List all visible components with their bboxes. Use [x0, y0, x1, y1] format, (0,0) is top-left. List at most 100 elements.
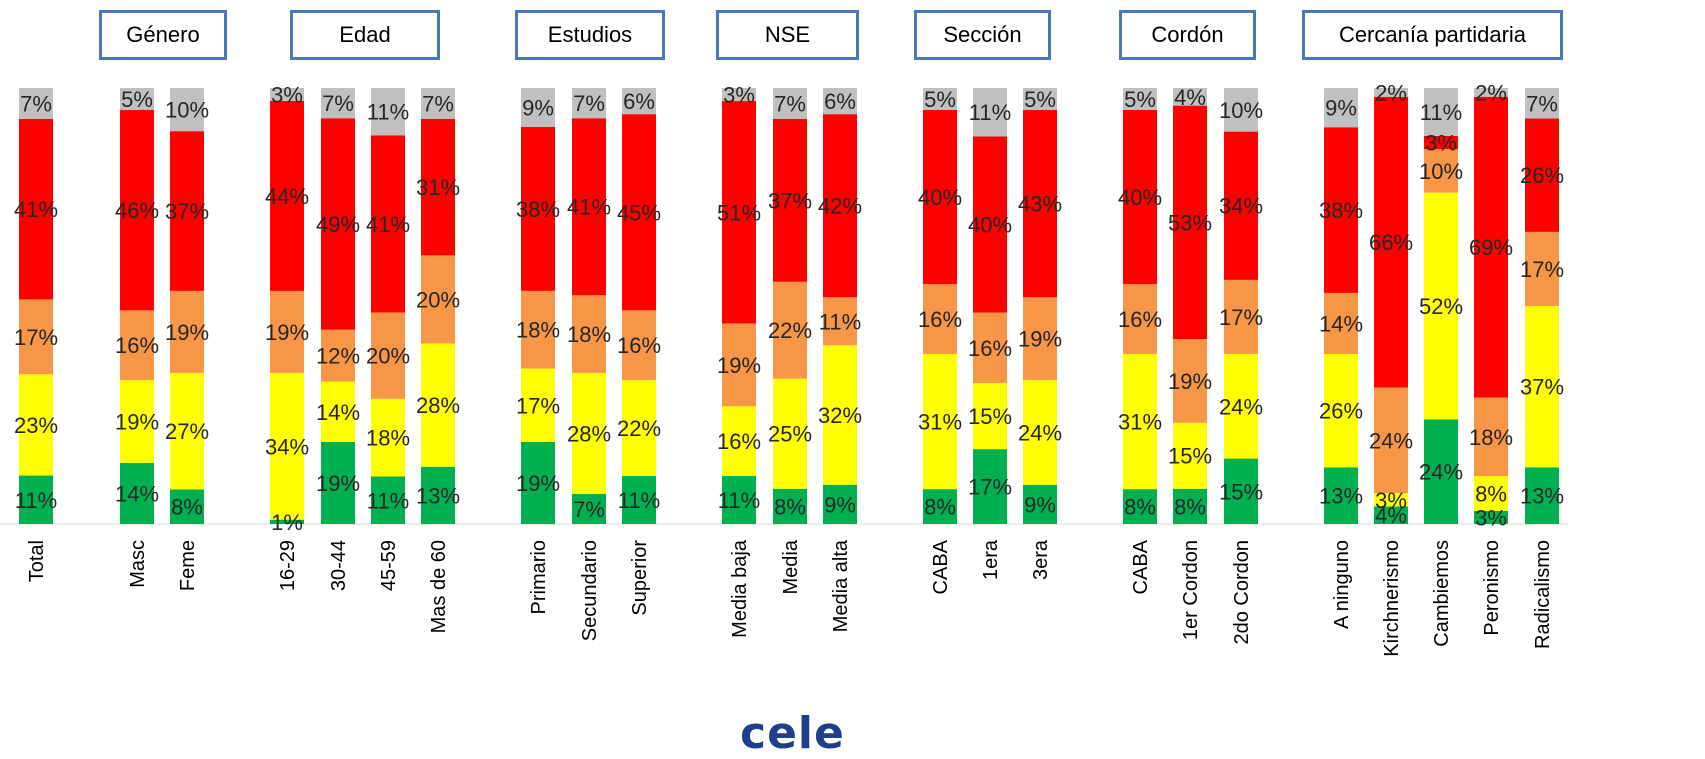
data-label-kirchnerismo-20-s2: 24% [1369, 428, 1413, 453]
brand-logo: cele [740, 708, 845, 759]
bar-segment-feme-2-s1 [170, 372, 204, 490]
data-label-30-44-4-s3: 49% [316, 212, 360, 237]
bar-segment-media-baja-10-s2 [722, 323, 756, 407]
x-tick-label-superior-9: Superior [629, 540, 651, 616]
bar-segment-media-alta-12-s3 [823, 114, 857, 298]
bar-segment-peronismo-22-s2 [1474, 397, 1508, 477]
bar-segment-3era-15-s3 [1023, 109, 1057, 298]
data-label-media-baja-10-s1: 16% [717, 429, 761, 454]
data-label-total-0-s4: 7% [20, 91, 52, 116]
data-label-feme-2-s2: 19% [165, 320, 209, 345]
bar-segment-1er-cordon-17-s2 [1173, 339, 1207, 423]
bar-segment-caba-13-s4 [923, 88, 957, 110]
bar-segment-45-59-5-s0 [371, 476, 405, 524]
bar-segment-16-29-3-s1 [270, 372, 304, 520]
data-label-cambiemos-21-s0: 24% [1419, 460, 1463, 485]
bar-segment-total-0-s1 [19, 374, 53, 476]
data-label-feme-2-s0: 8% [171, 495, 203, 520]
bar-segment-media-baja-10-s4 [722, 88, 756, 102]
bar-segment-primario-7-s4 [521, 88, 555, 127]
data-label-2do-cordon-18-s4: 10% [1219, 98, 1263, 123]
x-tick-label-a-ninguno-19: A ninguno [1331, 540, 1353, 629]
x-tick-label-feme-2: Feme [177, 540, 199, 591]
data-label-3era-15-s4: 5% [1024, 87, 1056, 112]
bar-segment-1era-14-s0 [973, 449, 1007, 524]
bar-segment-cambiemos-21-s1 [1424, 192, 1458, 420]
data-label-mas-de-60-6-s1: 28% [416, 393, 460, 418]
data-label-radicalismo-23-s2: 17% [1520, 257, 1564, 282]
data-label-kirchnerismo-20-s0: 4% [1375, 503, 1407, 528]
data-label-feme-2-s3: 37% [165, 199, 209, 224]
data-label-radicalismo-23-s1: 37% [1520, 375, 1564, 400]
bar-segment-masc-1-s4 [120, 88, 154, 110]
bar-segment-1er-cordon-17-s3 [1173, 105, 1207, 340]
bar-segment-45-59-5-s3 [371, 135, 405, 313]
bar-segment-1era-14-s1 [973, 383, 1007, 450]
data-label-caba-13-s4: 5% [924, 87, 956, 112]
x-axis-tick-labels: Total Masc Feme 16-29 30-44 45-59 Mas de 60 Pri… [26, 539, 1554, 657]
data-label-cambiemos-21-s4: 11% [1420, 100, 1462, 125]
bar-segment-caba-16-s2 [1123, 284, 1157, 354]
bar-segment-45-59-5-s4 [371, 88, 405, 136]
bar-segment-mas-de-60-6-s3 [421, 118, 455, 256]
data-label-16-29-3-s3: 44% [265, 184, 309, 209]
bar-segment-1er-cordon-17-s1 [1173, 422, 1207, 489]
bar-segment-feme-2-s2 [170, 290, 204, 373]
bar-segment-secundario-8-s2 [572, 295, 606, 373]
data-label-mas-de-60-6-s2: 20% [416, 287, 460, 312]
bar-segment-cambiemos-21-s0 [1424, 419, 1458, 524]
bar-segment-media-baja-10-s3 [722, 101, 756, 324]
bar-segment-2do-cordon-18-s3 [1224, 131, 1258, 280]
bar-segment-primario-7-s3 [521, 126, 555, 291]
x-tick-label-30-44-4: 30-44 [328, 540, 350, 591]
x-tick-label-secundario-8: Secundario [579, 540, 601, 641]
bar-segment-caba-13-s3 [923, 109, 957, 285]
data-label-peronismo-22-s0: 3% [1475, 505, 1507, 530]
bar-segment-16-29-3-s2 [270, 290, 304, 373]
data-label-primario-7-s2: 18% [516, 318, 560, 343]
bar-segment-superior-9-s0 [622, 476, 656, 524]
x-tick-label-peronismo-22: Peronismo [1481, 540, 1503, 636]
bar-segment-30-44-4-s0 [321, 441, 355, 524]
bar-segment-mas-de-60-6-s4 [421, 88, 455, 119]
bar-segment-masc-1-s2 [120, 310, 154, 381]
data-label-secundario-8-s3: 41% [567, 195, 611, 220]
data-label-2do-cordon-18-s2: 17% [1219, 305, 1263, 330]
bar-segment-16-29-3-s4 [270, 88, 304, 101]
data-label-45-59-5-s0: 11% [367, 488, 409, 513]
data-label-45-59-5-s4: 11% [367, 100, 409, 125]
bar-segment-secundario-8-s1 [572, 372, 606, 494]
bar-segment-30-44-4-s2 [321, 329, 355, 382]
data-label-caba-13-s3: 40% [918, 185, 962, 210]
bar-segment-1era-14-s3 [973, 136, 1007, 313]
bar-segment-3era-15-s1 [1023, 380, 1057, 485]
bar-segment-radicalismo-23-s0 [1525, 467, 1559, 524]
x-tick-label-masc-1: Masc [127, 540, 149, 588]
data-label-media-baja-10-s4: 3% [723, 83, 755, 108]
bar-segment-caba-16-s3 [1123, 109, 1157, 285]
bar-segment-2do-cordon-18-s0 [1224, 458, 1258, 524]
bar-segment-cambiemos-21-s4 [1424, 88, 1458, 136]
bar-segment-caba-13-s0 [923, 489, 957, 524]
data-label-cambiemos-21-s2: 10% [1419, 159, 1463, 184]
data-label-kirchnerismo-20-s3: 66% [1369, 230, 1413, 255]
bar-segment-16-29-3-s0 [270, 519, 304, 524]
bar-segment-media-alta-12-s1 [823, 345, 857, 485]
data-label-primario-7-s4: 9% [522, 95, 554, 120]
data-label-16-29-3-s2: 19% [265, 320, 309, 345]
bar-segment-30-44-4-s3 [321, 118, 355, 330]
bar-segment-secundario-8-s3 [572, 118, 606, 296]
data-label-media-alta-12-s2: 11% [819, 309, 861, 334]
bar-segment-masc-1-s0 [120, 462, 154, 524]
data-label-media-alta-12-s1: 32% [818, 403, 862, 428]
data-label-mas-de-60-6-s4: 7% [422, 91, 454, 116]
data-label-30-44-4-s4: 7% [322, 91, 354, 116]
bar-segment-3era-15-s4 [1023, 88, 1057, 110]
data-label-16-29-3-s0: 1% [271, 510, 303, 535]
bar-segment-kirchnerismo-20-s3 [1374, 96, 1408, 388]
bar-segment-masc-1-s3 [120, 109, 154, 311]
data-label-secundario-8-s2: 18% [567, 322, 611, 347]
bar-segment-caba-13-s2 [923, 284, 957, 354]
bar-segment-caba-13-s1 [923, 353, 957, 490]
data-label-a-ninguno-19-s1: 26% [1319, 399, 1363, 424]
